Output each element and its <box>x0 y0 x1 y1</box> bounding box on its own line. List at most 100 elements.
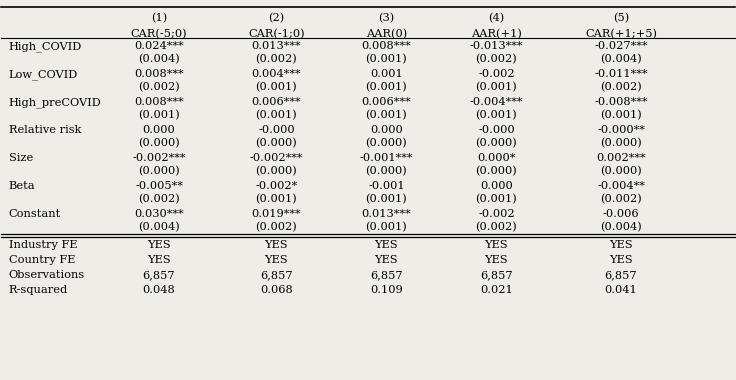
Text: (0.000): (0.000) <box>600 138 642 148</box>
Text: Constant: Constant <box>9 209 61 219</box>
Text: -0.027***: -0.027*** <box>594 41 648 51</box>
Text: -0.002: -0.002 <box>478 69 514 79</box>
Text: (0.000): (0.000) <box>366 138 407 148</box>
Text: 0.000: 0.000 <box>370 125 403 135</box>
Text: 0.000: 0.000 <box>480 181 513 191</box>
Text: (1): (1) <box>151 13 167 23</box>
Text: CAR(-5;0): CAR(-5;0) <box>131 29 188 39</box>
Text: -0.006: -0.006 <box>603 209 640 219</box>
Text: 0.030***: 0.030*** <box>134 209 184 219</box>
Text: (5): (5) <box>613 13 629 23</box>
Text: 6,857: 6,857 <box>480 270 513 280</box>
Text: (0.001): (0.001) <box>366 193 407 204</box>
Text: -0.002***: -0.002*** <box>250 153 303 163</box>
Text: (0.004): (0.004) <box>600 54 642 64</box>
Text: (0.001): (0.001) <box>600 109 642 120</box>
Text: -0.000: -0.000 <box>258 125 294 135</box>
Text: Size: Size <box>9 153 33 163</box>
Text: -0.000: -0.000 <box>478 125 514 135</box>
Text: (4): (4) <box>488 13 504 23</box>
Text: -0.002: -0.002 <box>478 209 514 219</box>
Text: Low_COVID: Low_COVID <box>9 69 78 79</box>
Text: Industry FE: Industry FE <box>9 241 77 250</box>
Text: Beta: Beta <box>9 181 35 191</box>
Text: -0.001: -0.001 <box>368 181 405 191</box>
Text: Relative risk: Relative risk <box>9 125 81 135</box>
Text: (0.002): (0.002) <box>255 54 297 64</box>
Text: CAR(+1;+5): CAR(+1;+5) <box>585 29 657 39</box>
Text: (0.000): (0.000) <box>475 138 517 148</box>
Text: -0.004***: -0.004*** <box>470 97 523 107</box>
Text: 0.048: 0.048 <box>143 285 175 295</box>
Text: (0.001): (0.001) <box>255 81 297 92</box>
Text: R-squared: R-squared <box>9 285 68 295</box>
Text: 0.019***: 0.019*** <box>252 209 301 219</box>
Text: 0.002***: 0.002*** <box>596 153 645 163</box>
Text: 0.109: 0.109 <box>370 285 403 295</box>
Text: (3): (3) <box>378 13 394 23</box>
Text: -0.005**: -0.005** <box>135 181 183 191</box>
Text: (0.002): (0.002) <box>138 193 180 204</box>
Text: (0.001): (0.001) <box>475 109 517 120</box>
Text: (0.002): (0.002) <box>600 193 642 204</box>
Text: YES: YES <box>264 241 289 250</box>
Text: 0.001: 0.001 <box>370 69 403 79</box>
Text: YES: YES <box>264 255 289 265</box>
Text: (0.002): (0.002) <box>475 54 517 64</box>
Text: 0.006***: 0.006*** <box>252 97 301 107</box>
Text: -0.002*: -0.002* <box>255 181 297 191</box>
Text: YES: YES <box>375 241 398 250</box>
Text: 0.006***: 0.006*** <box>361 97 411 107</box>
Text: YES: YES <box>375 255 398 265</box>
Text: (2): (2) <box>268 13 285 23</box>
Text: (0.002): (0.002) <box>255 222 297 232</box>
Text: 0.004***: 0.004*** <box>252 69 301 79</box>
Text: 0.013***: 0.013*** <box>361 209 411 219</box>
Text: -0.002***: -0.002*** <box>132 153 185 163</box>
Text: -0.004**: -0.004** <box>597 181 645 191</box>
Text: AAR(+1): AAR(+1) <box>471 29 522 39</box>
Text: -0.013***: -0.013*** <box>470 41 523 51</box>
Text: (0.001): (0.001) <box>366 81 407 92</box>
Text: (0.002): (0.002) <box>475 222 517 232</box>
Text: (0.001): (0.001) <box>255 109 297 120</box>
Text: 0.024***: 0.024*** <box>134 41 184 51</box>
Text: 0.000: 0.000 <box>143 125 175 135</box>
Text: (0.001): (0.001) <box>255 193 297 204</box>
Text: -0.011***: -0.011*** <box>594 69 648 79</box>
Text: 6,857: 6,857 <box>370 270 403 280</box>
Text: (0.001): (0.001) <box>366 54 407 64</box>
Text: (0.002): (0.002) <box>600 81 642 92</box>
Text: 0.068: 0.068 <box>260 285 293 295</box>
Text: (0.000): (0.000) <box>255 166 297 176</box>
Text: YES: YES <box>484 255 508 265</box>
Text: Country FE: Country FE <box>9 255 75 265</box>
Text: High_preCOVID: High_preCOVID <box>9 97 102 108</box>
Text: (0.001): (0.001) <box>475 193 517 204</box>
Text: YES: YES <box>484 241 508 250</box>
Text: (0.000): (0.000) <box>600 166 642 176</box>
Text: High_COVID: High_COVID <box>9 41 82 52</box>
Text: -0.000**: -0.000** <box>597 125 645 135</box>
Text: 0.008***: 0.008*** <box>134 97 184 107</box>
Text: (0.002): (0.002) <box>138 81 180 92</box>
Text: 6,857: 6,857 <box>143 270 175 280</box>
Text: (0.000): (0.000) <box>366 166 407 176</box>
Text: 0.041: 0.041 <box>604 285 637 295</box>
Text: 0.008***: 0.008*** <box>134 69 184 79</box>
Text: (0.000): (0.000) <box>138 166 180 176</box>
Text: 0.021: 0.021 <box>480 285 513 295</box>
Text: 0.008***: 0.008*** <box>361 41 411 51</box>
Text: (0.001): (0.001) <box>366 222 407 232</box>
Text: 0.000*: 0.000* <box>477 153 515 163</box>
Text: (0.004): (0.004) <box>138 222 180 232</box>
Text: 6,857: 6,857 <box>260 270 293 280</box>
Text: -0.008***: -0.008*** <box>594 97 648 107</box>
Text: YES: YES <box>609 241 633 250</box>
Text: -0.001***: -0.001*** <box>360 153 413 163</box>
Text: (0.000): (0.000) <box>475 166 517 176</box>
Text: (0.001): (0.001) <box>475 81 517 92</box>
Text: 6,857: 6,857 <box>605 270 637 280</box>
Text: YES: YES <box>609 255 633 265</box>
Text: 0.013***: 0.013*** <box>252 41 301 51</box>
